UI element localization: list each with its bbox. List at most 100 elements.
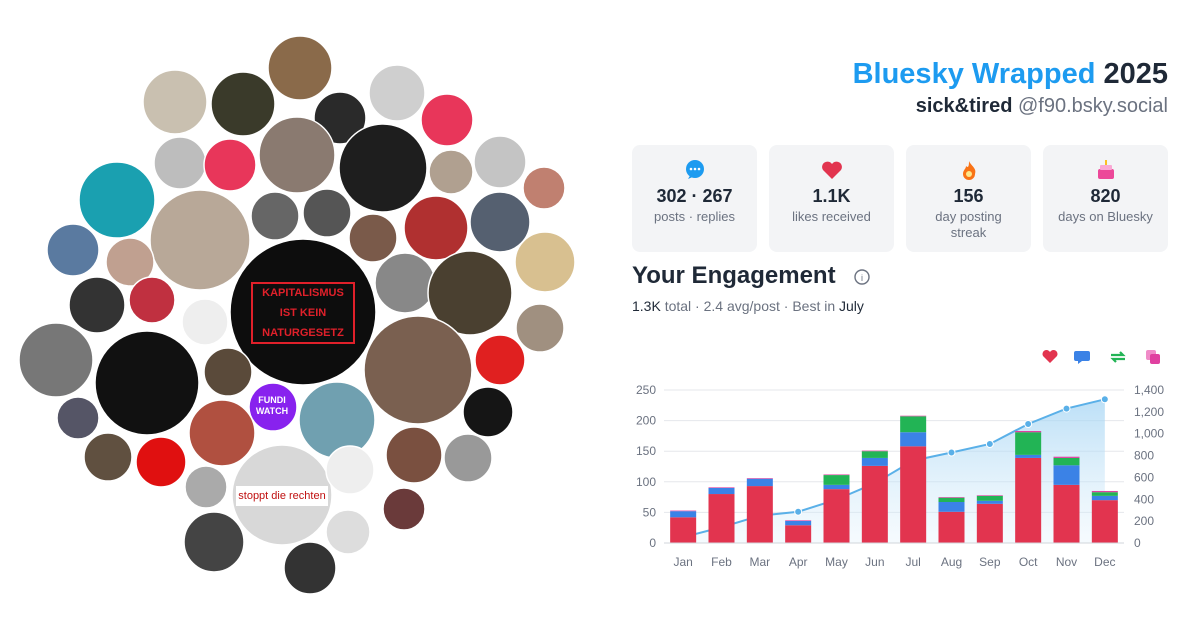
x-tick-label: Nov bbox=[1056, 555, 1077, 569]
stat-label: days on Bluesky bbox=[1058, 209, 1153, 224]
stat-value: 820 bbox=[1090, 186, 1121, 206]
avatar bbox=[68, 276, 126, 334]
legend-icon bbox=[1042, 349, 1058, 363]
bar-segment bbox=[938, 501, 965, 512]
avatar bbox=[181, 298, 229, 346]
avatar bbox=[348, 213, 398, 263]
stat-label: likes received bbox=[792, 209, 871, 224]
avatar bbox=[18, 322, 94, 398]
y2-tick-label: 400 bbox=[1134, 492, 1154, 506]
avatar bbox=[135, 436, 187, 488]
legend-icon bbox=[1150, 354, 1160, 364]
bar-segment bbox=[861, 457, 888, 466]
avatar bbox=[515, 303, 565, 353]
stat-icon bbox=[822, 161, 842, 179]
x-tick-label: Mar bbox=[749, 555, 770, 569]
y-tick-label: 0 bbox=[649, 536, 656, 550]
bar-segment bbox=[938, 511, 965, 543]
avatar bbox=[385, 426, 443, 484]
avatar bbox=[374, 252, 436, 314]
bar-segment bbox=[1091, 492, 1118, 496]
bar-segment bbox=[670, 511, 697, 518]
avatar bbox=[325, 445, 375, 495]
cumulative-point bbox=[1062, 404, 1071, 413]
stat-value: 1.1K bbox=[812, 186, 851, 206]
bar-segment bbox=[670, 510, 697, 512]
bar-segment bbox=[823, 489, 850, 543]
cumulative-point bbox=[1024, 419, 1033, 428]
poster-frame bbox=[251, 282, 355, 344]
stat-card: 820 days on Bluesky bbox=[1043, 145, 1168, 252]
avatar bbox=[420, 93, 474, 147]
avatar bbox=[83, 432, 133, 482]
x-tick-label: Feb bbox=[711, 555, 732, 569]
section-summary: 1.3K total · 2.4 avg/post · Best in July bbox=[632, 298, 864, 314]
x-tick-label: Apr bbox=[789, 555, 808, 569]
stat-card: 1.1K likes received bbox=[769, 145, 894, 252]
summary: total · 2.4 avg/post · Best in bbox=[664, 298, 836, 314]
avatar bbox=[183, 511, 245, 573]
cumulative-point bbox=[947, 448, 956, 457]
avatar bbox=[363, 315, 473, 425]
bar-segment bbox=[1015, 454, 1042, 458]
x-tick-label: Sep bbox=[979, 555, 1001, 569]
avatar bbox=[184, 465, 228, 509]
logo-text: WATCH bbox=[256, 406, 288, 416]
avatar bbox=[56, 396, 100, 440]
avatar-cluster bbox=[18, 35, 576, 595]
bar-segment bbox=[785, 525, 812, 543]
title-line: Bluesky Wrapped 2025 bbox=[853, 58, 1168, 91]
bar-segment bbox=[900, 415, 927, 417]
info-icon-glyph: i bbox=[861, 273, 863, 283]
bar-segment bbox=[1015, 432, 1042, 455]
stat-icon bbox=[963, 161, 976, 180]
avatar bbox=[298, 381, 376, 459]
avatar bbox=[46, 223, 100, 277]
y2-tick-label: 1,400 bbox=[1134, 383, 1164, 397]
bar-segment bbox=[861, 451, 888, 458]
bar-segment bbox=[746, 478, 773, 487]
avatar bbox=[153, 136, 207, 190]
avatar bbox=[105, 237, 155, 287]
stat-icon bbox=[686, 160, 704, 179]
stat-label: day posting streak bbox=[935, 209, 1002, 240]
bar-segment bbox=[861, 450, 888, 452]
bar-segment bbox=[785, 520, 812, 521]
avatar bbox=[203, 347, 253, 397]
avatar bbox=[250, 191, 300, 241]
avatar bbox=[258, 116, 336, 194]
avatar bbox=[338, 123, 428, 213]
bar-segment bbox=[708, 487, 735, 488]
bar-segment bbox=[1053, 484, 1080, 543]
bar-segment bbox=[1053, 465, 1080, 485]
avatar bbox=[469, 191, 531, 253]
bar-segment bbox=[1015, 431, 1042, 433]
avatar bbox=[142, 69, 208, 135]
cumulative-point bbox=[794, 507, 803, 516]
stat-value: 302 · 267 bbox=[656, 186, 733, 206]
avatar bbox=[325, 509, 371, 555]
x-tick-label: Oct bbox=[1019, 555, 1038, 569]
avatar bbox=[474, 334, 526, 386]
info-icon[interactable] bbox=[854, 269, 870, 285]
handle: @f90.bsky.social bbox=[1018, 95, 1168, 117]
bar-segment bbox=[861, 465, 888, 543]
avatar bbox=[128, 276, 176, 324]
avatar bbox=[188, 399, 256, 467]
bar-segment bbox=[1091, 495, 1118, 501]
bar-segment bbox=[900, 416, 927, 433]
y-tick-label: 250 bbox=[636, 383, 656, 397]
total: 1.3K bbox=[632, 298, 661, 314]
y2-tick-label: 600 bbox=[1134, 470, 1154, 484]
bar-segment bbox=[823, 475, 850, 485]
legend-icon bbox=[1074, 351, 1090, 364]
section-title: Your Engagement bbox=[632, 262, 836, 289]
avatar-texts: KAPITALISMUS IST KEIN NATURGESETZ stoppt… bbox=[238, 282, 355, 502]
bar-segment bbox=[785, 520, 812, 526]
bar-segment bbox=[1053, 457, 1080, 466]
bar-segment bbox=[900, 432, 927, 447]
bar-segment bbox=[900, 446, 927, 543]
avatar bbox=[382, 487, 426, 531]
x-tick-label: Jul bbox=[905, 555, 920, 569]
